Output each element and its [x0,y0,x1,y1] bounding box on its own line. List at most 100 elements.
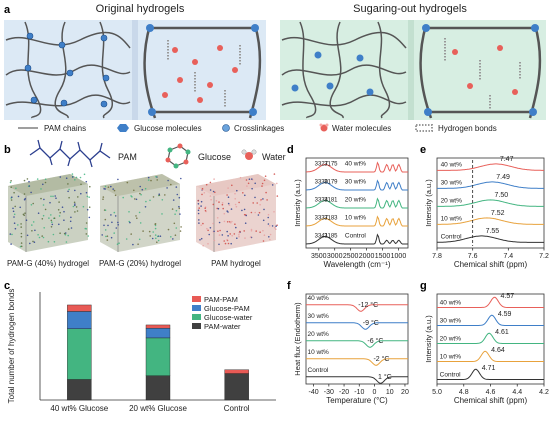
md-atom [14,205,16,208]
x-axis-label: Chemical shift (ppm) [454,396,528,405]
md-atom [180,226,182,228]
md-atom [47,240,50,243]
md-atom [11,196,13,198]
g-series-label: 20 wt% [440,335,462,342]
e-peak-label: 7.52 [491,210,505,217]
md-atom [13,213,16,216]
md-atom [15,187,17,190]
md-atom [268,236,270,238]
md-atom [24,212,26,214]
d-peak-label: 3330 [315,180,329,186]
md-atom [197,209,200,212]
md-atom [233,233,236,235]
md-atom [239,176,242,179]
md-atom [197,212,200,215]
pam-molecule-icon [29,139,111,168]
md-atom [176,193,179,196]
d-peak-label: 3175 [324,162,338,168]
spectrum-line [306,376,408,384]
md-atom [201,187,204,190]
md-atom [74,179,76,181]
md-atom [271,184,274,186]
c-bar-segment [145,324,171,329]
label-glucose: Glucose [198,152,231,162]
md-atom [23,198,26,201]
zoom-wedge-right [408,20,414,120]
md-atom [20,235,23,238]
md-atom [229,233,231,235]
md-atom [207,243,209,245]
md-atom [154,224,157,227]
md-atom [20,223,22,225]
md-atom [204,209,207,212]
md-atom [269,238,271,241]
crosslink-icon [222,124,230,132]
md-atom [70,216,72,219]
md-atom [23,179,26,182]
md-atom [263,208,265,211]
md-atom [54,195,56,197]
panel-e-letter: e [420,144,426,156]
c-bar-segment [145,337,171,376]
f-series-label: 10 wt% [308,349,330,356]
x-tick-label: 4.2 [539,389,549,396]
panel-c-letter: c [4,280,10,292]
md-atom [104,185,107,188]
md-atom [20,226,23,228]
md-atom [274,226,276,229]
md-atom [52,195,54,198]
md-atom [208,233,210,236]
c-category-label: 20 wt% Glucose [129,404,187,413]
md-atom [117,178,119,181]
md-atom [180,177,182,180]
md-atom [221,202,224,204]
md-atom [174,234,177,236]
md-atom [234,203,237,206]
md-atom [173,222,176,225]
spectrum-line [305,161,408,173]
panel-e: e 7.8 7.6 7.4 7.2 Chemical shift (ppm) Intens… [420,144,549,269]
d-peak-label: 3337 [315,216,329,222]
md-atom [154,227,157,230]
md-atom [267,213,270,216]
x-tick-label: 4.6 [486,389,496,396]
md-box-pam [196,173,279,252]
md-atom [158,193,160,195]
md-atom [86,195,89,198]
md-atom [28,185,31,187]
md-atom [273,173,276,175]
md-atom [236,237,238,239]
md-atom [247,182,250,185]
sugaring-zoom-hbonds [444,38,521,110]
md-atom [139,192,141,195]
md-atom [70,227,73,229]
md-atom [209,189,212,191]
md-atom [83,173,86,176]
md-atom [28,180,30,183]
md-atom [104,229,107,231]
md-atom [144,206,147,208]
g-series-label: 40 wt% [440,299,462,306]
md-atom [115,227,118,229]
md-atom [42,214,45,217]
md-atom [112,188,114,190]
md-atom [85,233,88,235]
sugaring-zoom-water [452,45,518,95]
zoom-wedge-left [132,20,138,120]
original-zoom-water [162,45,238,103]
y-axis-label: Intensity (a.u.) [424,315,433,363]
md-atom [243,213,246,216]
md-atom [57,209,60,211]
legend-crosslink: Crosslinkages [234,124,284,133]
y-axis-label: Heat flux (Endotherm) [293,302,302,376]
md-atom [271,225,274,227]
c-ylabel: Total number of hydrogen bonds [7,289,16,404]
md-atom [59,211,61,214]
md-atom [13,191,15,194]
spectrum-line [306,322,408,330]
original-zoom-box [138,20,266,120]
md-atom [200,200,203,203]
f-onset-label: 1 °C [378,373,392,381]
md-atom [205,183,208,186]
md-atom [172,238,174,240]
